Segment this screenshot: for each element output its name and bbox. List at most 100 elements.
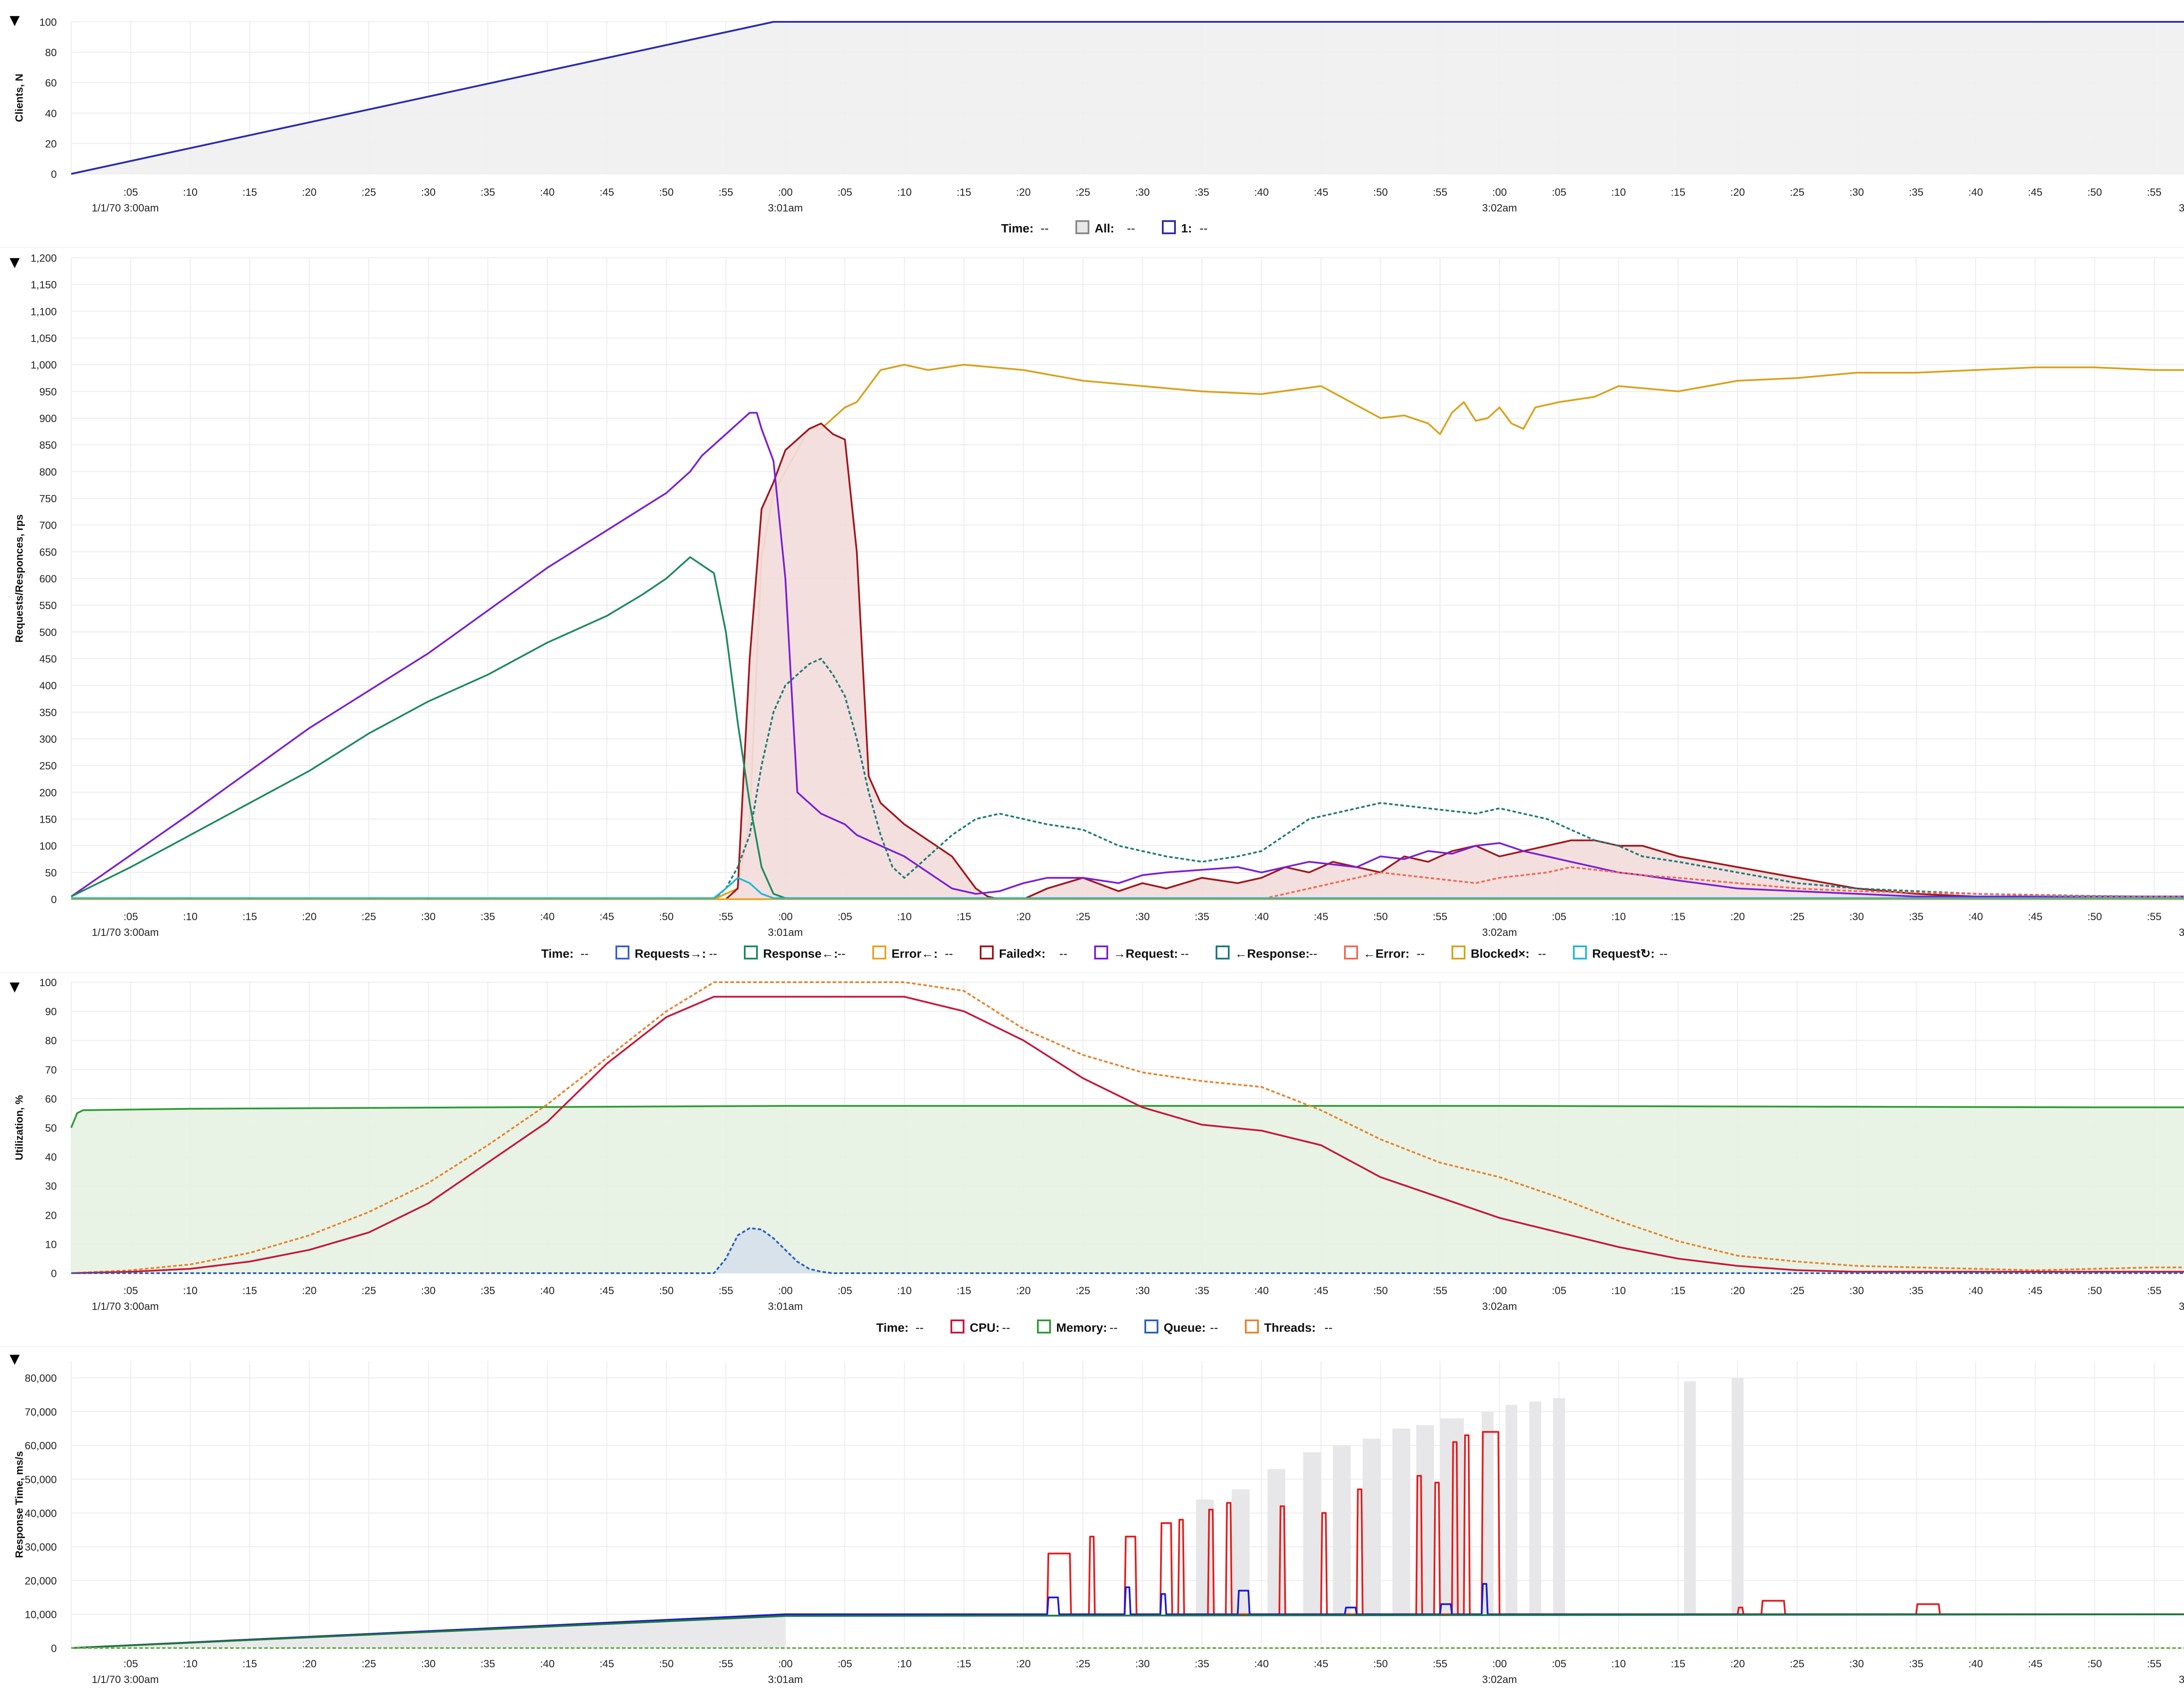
legend-swatch[interactable] — [1216, 945, 1230, 959]
x-tick-label: :40 — [1968, 911, 1983, 923]
x-tick-label: :35 — [1195, 911, 1209, 923]
response-time-band — [1684, 1381, 1696, 1614]
legend-item[interactable]: Time: -- — [876, 1321, 924, 1334]
collapse-toggle-icon[interactable]: ▼ — [10, 1351, 20, 1367]
legend-swatch[interactable] — [1037, 1319, 1051, 1333]
y-tick-label: 20 — [45, 1210, 57, 1222]
legend-label: Request↻: — [1592, 947, 1655, 960]
x-tick-label: :55 — [719, 1658, 733, 1670]
y-tick-label: 950 — [39, 386, 57, 398]
series-line--request — [70, 412, 2184, 897]
legend-label: →Request: — [1113, 947, 1178, 960]
y-tick-label: 800 — [39, 466, 57, 478]
x-tick-label: :30 — [421, 187, 435, 198]
collapse-toggle-icon[interactable]: ▼ — [10, 979, 20, 994]
legend-item[interactable]: ←Response:-- — [1216, 945, 1317, 960]
x-tick-label: :45 — [2028, 187, 2042, 198]
x-tick-label: :20 — [1016, 911, 1030, 923]
legend-swatch[interactable] — [1144, 1319, 1158, 1333]
x-tick-label: :15 — [957, 1285, 971, 1297]
x-tick-label: :30 — [1135, 911, 1150, 923]
collapse-toggle-icon[interactable]: ▼ — [10, 13, 20, 28]
y-tick-label: 20,000 — [25, 1575, 57, 1587]
x-tick-label: :50 — [2087, 187, 2102, 198]
x-tick-label: :40 — [1254, 1658, 1268, 1670]
x-tick-label: :15 — [957, 187, 971, 198]
x-tick-label: :35 — [1909, 1285, 1923, 1297]
y-axis-label: Response Time, ms/s — [14, 1451, 25, 1558]
legend-item[interactable]: Queue: -- — [1144, 1319, 1218, 1334]
y-tick-label: 1,150 — [31, 279, 57, 291]
x-tick-label: :15 — [957, 911, 971, 923]
legend-swatch[interactable] — [1075, 220, 1089, 234]
legend-item[interactable]: Response←:-- — [744, 945, 846, 960]
x-tick-label: :30 — [1849, 911, 1864, 923]
series-line-response- — [71, 556, 2184, 900]
response-time-band — [1482, 1411, 1494, 1614]
x-tick-label: :40 — [1254, 911, 1268, 923]
legend-item[interactable]: Time: -- — [1001, 222, 1049, 235]
legend-item[interactable]: Requests→: -- — [615, 945, 717, 960]
legend-value: -- — [709, 947, 717, 960]
x-tick-label: :15 — [957, 1658, 971, 1670]
legend-swatch[interactable] — [1451, 945, 1465, 959]
legend-swatch[interactable] — [615, 945, 629, 959]
y-tick-label: 0 — [51, 1643, 57, 1655]
x-tick-label: :20 — [302, 1658, 316, 1670]
y-tick-label: 850 — [39, 440, 57, 451]
legend-swatch[interactable] — [744, 945, 758, 959]
legend-item[interactable]: Error←: -- — [872, 945, 953, 960]
legend-value: -- — [1127, 222, 1135, 235]
y-tick-label: 900 — [39, 413, 57, 425]
legend-swatch[interactable] — [1344, 945, 1358, 959]
x-tick-label: :20 — [1730, 187, 1745, 198]
response-time-band — [1362, 1438, 1381, 1614]
y-tick-label: 100 — [39, 977, 57, 989]
y-tick-label: 150 — [39, 814, 57, 826]
y-tick-label: 600 — [39, 573, 57, 585]
legend-item[interactable]: Threads: -- — [1245, 1319, 1333, 1334]
collapse-toggle-icon[interactable]: ▼ — [10, 255, 20, 270]
x-tick-label: :40 — [540, 1285, 554, 1297]
legend-item[interactable]: Blocked×: -- — [1451, 945, 1546, 960]
x-tick-label: :25 — [362, 1285, 376, 1297]
legend-swatch[interactable] — [1094, 945, 1108, 959]
legend-item[interactable]: CPU: -- — [950, 1319, 1010, 1334]
x-tick-label: :10 — [183, 911, 197, 923]
x-tick-label: :05 — [124, 1658, 138, 1670]
legend-item[interactable]: Time: -- — [541, 947, 589, 960]
chart-panel-3: ▼ 0 10 20 30 40 50 60 70 80 90 100 Utilization, %:05… — [0, 977, 2184, 1347]
response-time-band — [1333, 1445, 1351, 1614]
series-line-request- — [71, 877, 2184, 899]
y-tick-label: 650 — [39, 547, 57, 558]
y-tick-label: 300 — [39, 734, 57, 745]
legend-item[interactable]: Request↻: -- — [1573, 945, 1668, 960]
legend-item[interactable]: 1: -- — [1162, 220, 1208, 235]
legend-swatch[interactable] — [872, 945, 886, 959]
legend-item[interactable]: Memory: -- — [1037, 1319, 1118, 1334]
legend-item[interactable]: All: -- — [1075, 220, 1135, 235]
x-tick-label: :00 — [778, 187, 792, 198]
x-tick-label: :35 — [1195, 1658, 1209, 1670]
x-tick-label: :55 — [1433, 187, 1447, 198]
legend-swatch[interactable] — [1573, 945, 1587, 959]
x-tick-label: :40 — [1254, 1285, 1268, 1297]
y-tick-label: 50 — [45, 1122, 57, 1134]
x-tick-label: :40 — [1254, 187, 1268, 198]
x-tick-label: :50 — [2087, 911, 2102, 923]
x-tick-label: :30 — [1849, 187, 1864, 198]
x-tick-label: :10 — [897, 911, 912, 923]
x-tick-label: :50 — [1373, 1658, 1388, 1670]
x-tick-label: :00 — [1492, 1285, 1507, 1297]
legend-swatch[interactable] — [980, 945, 994, 959]
x-tick-label: :55 — [2147, 911, 2161, 923]
legend-item[interactable]: →Request: -- — [1094, 945, 1189, 960]
legend-swatch[interactable] — [950, 1319, 964, 1333]
legend-item[interactable]: ←Error: -- — [1344, 945, 1425, 960]
legend-item[interactable]: Failed×: -- — [980, 945, 1068, 960]
legend-swatch[interactable] — [1245, 1319, 1259, 1333]
legend-swatch[interactable] — [1162, 220, 1176, 234]
x-tick-label: :05 — [838, 1658, 852, 1670]
x-tick-label: :20 — [1016, 1285, 1030, 1297]
